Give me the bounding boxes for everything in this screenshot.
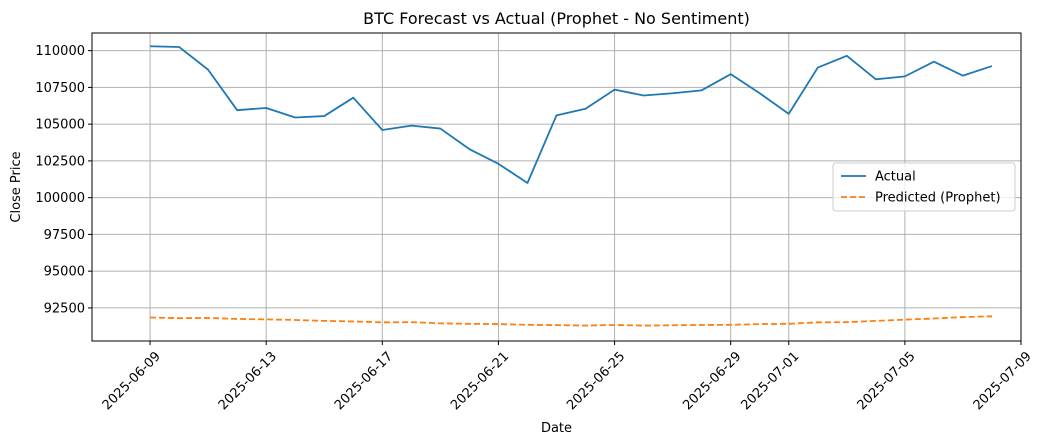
legend-box xyxy=(832,162,1016,212)
y-tick-label: 107500 xyxy=(35,81,85,96)
series-layer xyxy=(150,45,993,327)
series-line-predicted xyxy=(150,315,992,327)
plot-frame xyxy=(91,32,1022,342)
x-axis-title: Date xyxy=(541,421,572,436)
chart-title: BTC Forecast vs Actual (Prophet - No Sen… xyxy=(363,9,750,28)
y-tick-label: 92500 xyxy=(44,301,85,316)
legend-label-actual: Actual xyxy=(875,170,916,185)
y-tick-label: 95000 xyxy=(44,265,85,280)
y-tick-label: 105000 xyxy=(35,118,85,133)
legend-label-predicted: Predicted (Prophet) xyxy=(875,191,1001,206)
y-tick-label: 97500 xyxy=(44,228,85,243)
y-tick-label: 110000 xyxy=(35,44,85,59)
series-line-actual xyxy=(150,45,993,184)
y-tick-label: 100000 xyxy=(35,191,85,206)
legend: Actual Predicted (Prophet) xyxy=(832,162,1016,212)
y-tick-label: 102500 xyxy=(35,154,85,169)
y-axis-title: Close Price xyxy=(9,151,24,222)
